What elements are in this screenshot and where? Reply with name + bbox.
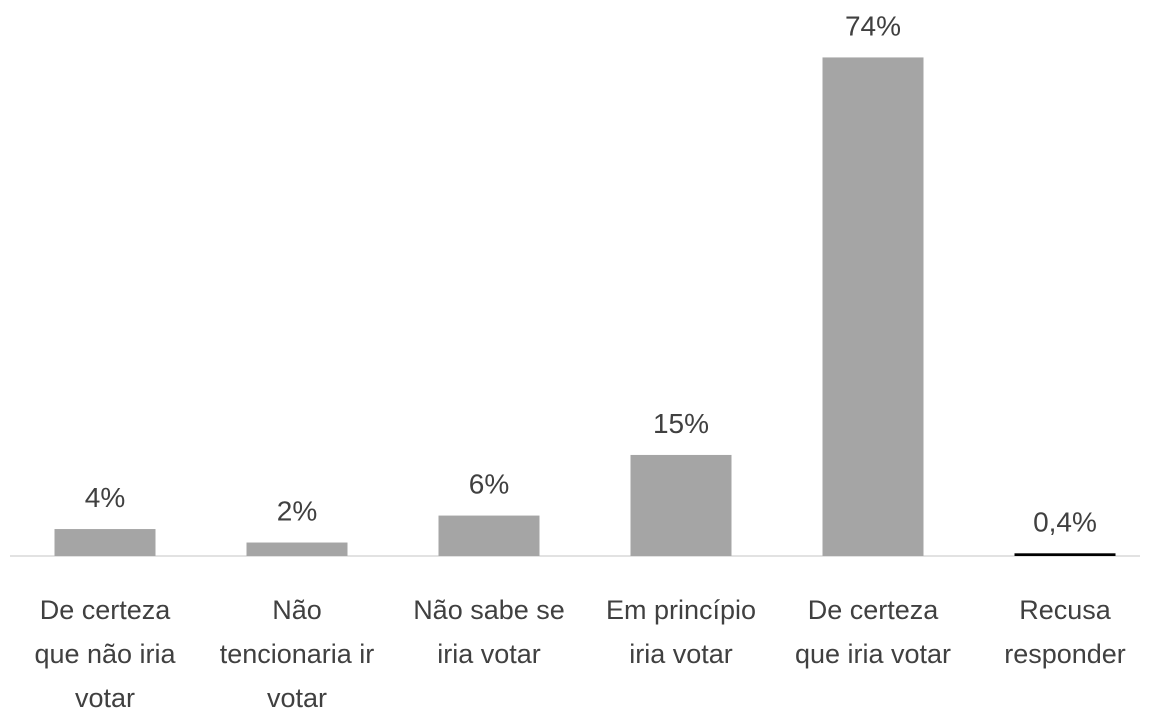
bar — [630, 454, 732, 556]
value-label: 74% — [845, 10, 901, 41]
x-tick-label: Em princípio iria votar — [605, 595, 757, 669]
value-label: 2% — [277, 496, 317, 527]
x-tick-label: De certeza que não iria votar — [34, 595, 176, 712]
x-tick-label: De certeza que iria votar — [794, 595, 952, 669]
value-label: 4% — [85, 482, 125, 513]
value-label: 0,4% — [1033, 506, 1097, 537]
value-label: 6% — [469, 469, 509, 500]
bar — [54, 529, 156, 556]
x-tick-label: Recusa responder — [1004, 595, 1126, 669]
x-tick-label: Não sabe se iria votar — [413, 595, 565, 669]
bar — [438, 515, 540, 556]
value-label: 15% — [653, 408, 709, 439]
bar — [246, 542, 348, 556]
x-tick-label: Não tencionaria ir votar — [219, 595, 375, 712]
bar — [822, 57, 924, 557]
bar — [1014, 553, 1116, 556]
